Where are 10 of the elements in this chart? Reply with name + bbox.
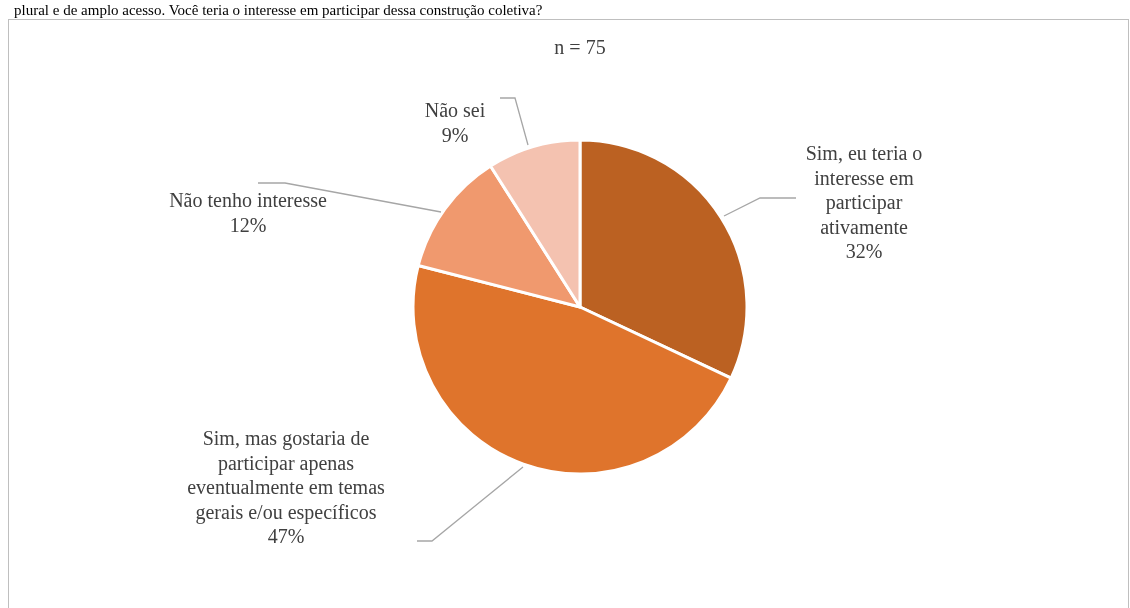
data-label: 12% [229, 213, 267, 236]
data-label: 9% [441, 123, 469, 146]
slice-label: Não sei [424, 99, 486, 121]
data-label: 47% [267, 525, 305, 547]
slice-label: Sim, eu teria o interesse em participar ativamente [805, 142, 923, 238]
data-label: 32% [845, 240, 883, 262]
chart-title: n = 75 [554, 36, 606, 58]
slice-label: Sim, mas gostaria de participar apenas eventualmente em temas gerais e/ou específicos [187, 427, 386, 524]
text: plural e de amplo acesso. Você teria o interesse em participar dessa construção coletiva? [14, 2, 543, 18]
slice-label: Não tenho interesse [169, 189, 327, 211]
